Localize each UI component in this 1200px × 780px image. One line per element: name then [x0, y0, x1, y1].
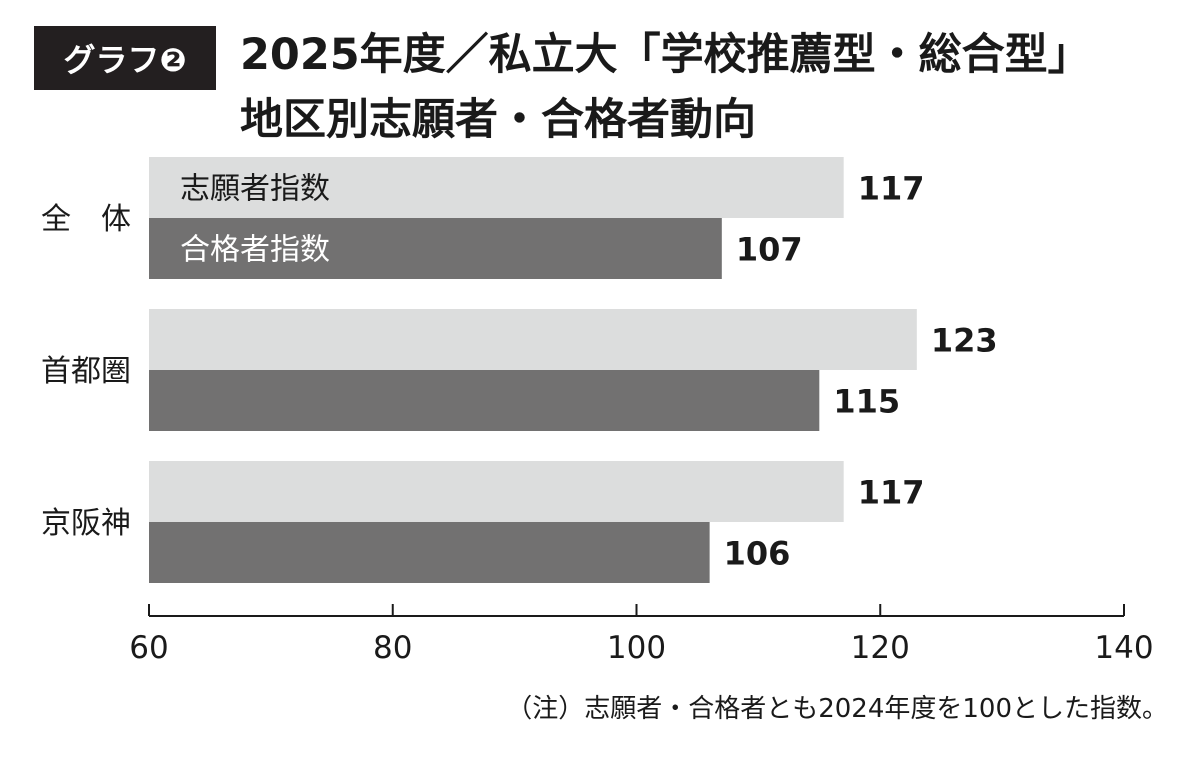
data-label: 106 — [724, 535, 791, 573]
category-label: 首都圏 — [41, 354, 131, 389]
x-tick-label: 140 — [1094, 630, 1153, 666]
graph-badge: グラフ❷ — [34, 26, 216, 90]
x-tick-label: 120 — [851, 630, 910, 666]
data-label: 123 — [931, 322, 998, 360]
bar — [149, 522, 710, 583]
bar — [149, 309, 917, 370]
bar — [149, 218, 722, 279]
legend-label: 志願者指数 — [180, 172, 330, 207]
data-label: 107 — [736, 231, 803, 269]
bar — [149, 157, 844, 218]
category-label: 全 体 — [41, 202, 131, 237]
chart-title-line2: 地区別志願者・合格者動向 — [240, 95, 756, 145]
data-label: 117 — [858, 170, 925, 208]
data-label: 115 — [833, 383, 900, 421]
chart-note: （注）志願者・合格者とも2024年度を100とした指数。 — [506, 694, 1168, 724]
x-tick-label: 100 — [607, 630, 666, 666]
category-label: 京阪神 — [41, 506, 131, 541]
bar — [149, 370, 820, 431]
bar — [149, 461, 844, 522]
x-tick-label: 60 — [129, 630, 168, 666]
x-tick-label: 80 — [373, 630, 412, 666]
chart-title-line1: 2025年度／私立大「学校推薦型・総合型」 — [240, 30, 1091, 80]
data-label: 117 — [858, 474, 925, 512]
legend-label: 合格者指数 — [180, 233, 330, 268]
